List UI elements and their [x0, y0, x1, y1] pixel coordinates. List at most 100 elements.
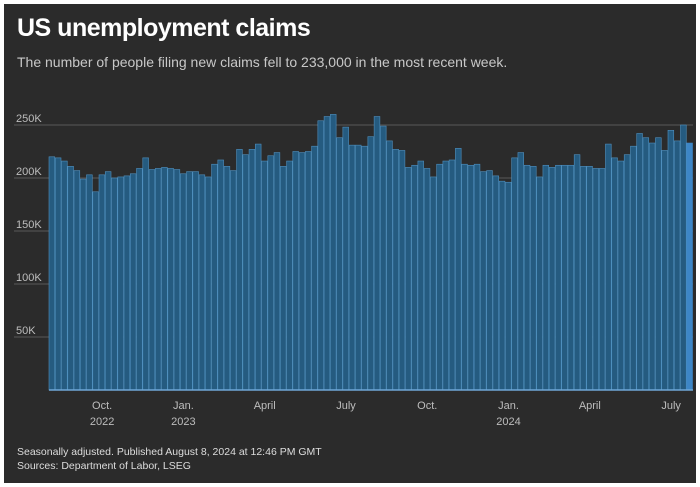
- bar[interactable]: [623, 154, 631, 391]
- bar[interactable]: [548, 167, 556, 391]
- bar[interactable]: [411, 164, 418, 391]
- bar[interactable]: [261, 160, 268, 391]
- bar[interactable]: [211, 163, 218, 391]
- bar[interactable]: [442, 160, 449, 391]
- bar[interactable]: [630, 145, 637, 391]
- bar[interactable]: [161, 167, 168, 391]
- bar[interactable]: [154, 168, 162, 391]
- bar[interactable]: [286, 160, 293, 391]
- bar[interactable]: [673, 140, 681, 391]
- bar[interactable]: [205, 176, 212, 391]
- bar[interactable]: [655, 137, 662, 391]
- bar[interactable]: [267, 155, 274, 391]
- bar[interactable]: [392, 149, 399, 391]
- bar[interactable]: [486, 170, 493, 391]
- bar[interactable]: [305, 151, 312, 391]
- bar[interactable]: [436, 163, 443, 391]
- bar[interactable]: [92, 191, 99, 391]
- bar[interactable]: [336, 137, 343, 391]
- bar[interactable]: [111, 177, 118, 391]
- bar[interactable]: [361, 145, 368, 391]
- bar[interactable]: [248, 149, 256, 391]
- bar[interactable]: [298, 152, 306, 391]
- bar[interactable]: [73, 170, 81, 391]
- bar[interactable]: [542, 164, 549, 391]
- bar[interactable]: [592, 168, 600, 391]
- bar[interactable]: [567, 164, 575, 391]
- bar[interactable]: [323, 116, 331, 391]
- bar[interactable]: [129, 173, 137, 391]
- bar[interactable]: [86, 174, 93, 391]
- bar[interactable]: [398, 150, 406, 391]
- bar[interactable]: [61, 160, 68, 391]
- bar[interactable]: [661, 150, 668, 391]
- bar[interactable]: [642, 137, 650, 391]
- bar[interactable]: [317, 120, 324, 391]
- bar[interactable]: [405, 167, 412, 391]
- bar[interactable]: [511, 157, 518, 391]
- bar[interactable]: [117, 176, 124, 391]
- bar[interactable]: [273, 152, 281, 391]
- bar[interactable]: [230, 170, 237, 391]
- bar[interactable]: [292, 151, 299, 391]
- bar[interactable]: [536, 176, 543, 391]
- bar[interactable]: [598, 168, 606, 391]
- bar[interactable]: [136, 168, 143, 391]
- bar[interactable]: [530, 166, 537, 391]
- bar[interactable]: [217, 159, 224, 391]
- bar[interactable]: [348, 144, 356, 391]
- bar[interactable]: [555, 164, 562, 391]
- bar[interactable]: [167, 168, 174, 391]
- bar[interactable]: [473, 163, 481, 391]
- bar[interactable]: [355, 144, 362, 391]
- bar[interactable]: [680, 124, 687, 391]
- bar[interactable]: [236, 149, 243, 391]
- bar[interactable]: [380, 125, 387, 391]
- bar[interactable]: [311, 145, 318, 391]
- bar[interactable]: [186, 171, 193, 391]
- bar[interactable]: [67, 166, 74, 391]
- bar[interactable]: [586, 166, 593, 391]
- bar[interactable]: [605, 143, 612, 391]
- bar[interactable]: [448, 159, 456, 391]
- bar[interactable]: [455, 148, 462, 391]
- bar[interactable]: [617, 160, 625, 391]
- bar[interactable]: [280, 166, 287, 391]
- bar[interactable]: [611, 157, 618, 391]
- bar[interactable]: [198, 174, 206, 391]
- bar[interactable]: [686, 142, 693, 391]
- bar[interactable]: [580, 166, 587, 391]
- bar[interactable]: [367, 136, 374, 391]
- bar[interactable]: [517, 152, 524, 391]
- bar[interactable]: [430, 176, 437, 391]
- bar[interactable]: [561, 164, 568, 391]
- bar[interactable]: [98, 174, 106, 391]
- bar[interactable]: [373, 116, 381, 391]
- bar[interactable]: [667, 130, 675, 391]
- bar[interactable]: [123, 175, 131, 391]
- bar[interactable]: [386, 140, 393, 391]
- bar[interactable]: [342, 126, 349, 391]
- bar[interactable]: [573, 154, 581, 391]
- bar[interactable]: [523, 164, 531, 391]
- bar[interactable]: [223, 166, 231, 391]
- bar[interactable]: [417, 160, 424, 391]
- bar[interactable]: [423, 168, 431, 391]
- bar[interactable]: [505, 181, 512, 391]
- bar[interactable]: [173, 169, 181, 391]
- bar[interactable]: [648, 142, 656, 391]
- bar[interactable]: [192, 171, 199, 391]
- bar[interactable]: [48, 156, 56, 391]
- bar[interactable]: [330, 114, 337, 391]
- bar[interactable]: [242, 154, 249, 391]
- bar[interactable]: [467, 164, 474, 391]
- bar[interactable]: [142, 157, 149, 391]
- bar[interactable]: [636, 133, 643, 391]
- bar[interactable]: [498, 180, 506, 391]
- bar[interactable]: [79, 178, 87, 391]
- bar[interactable]: [148, 169, 156, 391]
- bar[interactable]: [180, 173, 187, 391]
- bar[interactable]: [54, 157, 62, 391]
- bar[interactable]: [492, 175, 499, 391]
- bar[interactable]: [255, 143, 262, 391]
